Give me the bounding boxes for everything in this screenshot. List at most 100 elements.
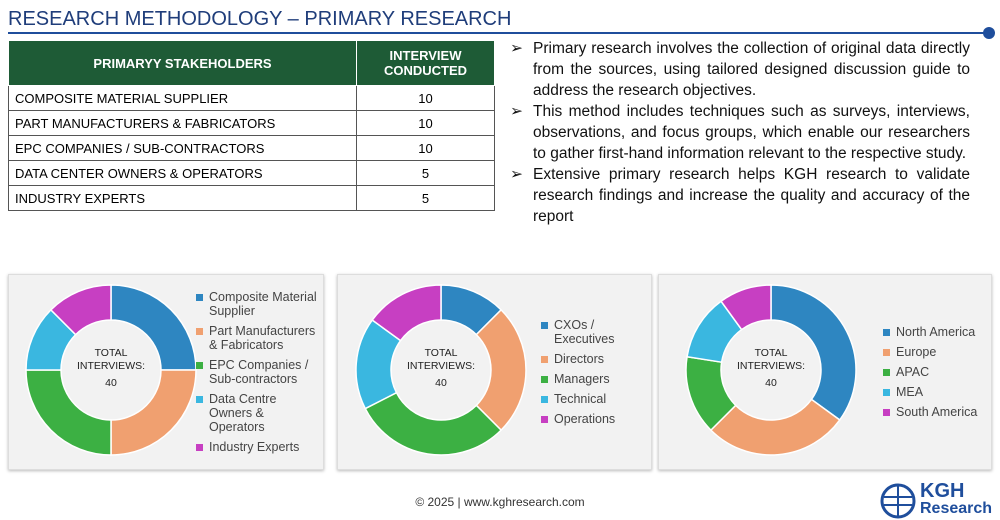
legend-swatch [883, 409, 890, 416]
legend-swatch [196, 294, 203, 301]
legend-entry: CXOs / Executives [541, 318, 646, 346]
donut-segment [371, 284, 442, 342]
chart-panel: TOTAL INTERVIEWS: 40 North America Europe APA… [658, 274, 992, 470]
logo-bottom: Research [920, 500, 993, 517]
legend-entry: EPC Companies / Sub-contractors [196, 358, 321, 386]
legend-swatch [883, 369, 890, 376]
legend: North America Europe APAC MEA South America [883, 279, 988, 465]
legend-swatch [883, 349, 890, 356]
stakeholder-cell: EPC COMPANIES / SUB-CONTRACTORS [8, 135, 357, 161]
legend-label: Managers [554, 372, 610, 386]
header-cell: INTERVIEW CONDUCTED [356, 40, 495, 86]
stakeholder-table: PRIMARYY STAKEHOLDERS INTERVIEW CONDUCTED… [8, 40, 495, 211]
stakeholder-cell: COMPOSITE MATERIAL SUPPLIER [8, 85, 357, 111]
legend-swatch [541, 356, 548, 363]
donut-segment [364, 391, 503, 456]
center-label: TOTAL [95, 347, 128, 359]
legend-swatch [883, 329, 890, 336]
title-rule [8, 27, 995, 39]
table-row: EPC COMPANIES / SUB-CONTRACTORS 10 [8, 135, 495, 161]
legend-entry: MEA [883, 385, 988, 399]
stakeholder-cell: DATA CENTER OWNERS & OPERATORS [8, 160, 357, 186]
logo-top: KGH [920, 480, 965, 502]
footer: © 2025 | www.kghresearch.com [415, 495, 585, 509]
legend-swatch [196, 328, 203, 335]
header-cell: PRIMARYY STAKEHOLDERS [8, 40, 357, 86]
bullet: Primary research involves the collection… [510, 38, 970, 101]
center-total: 40 [105, 377, 117, 389]
legend-swatch [196, 362, 203, 369]
legend: CXOs / Executives Directors Managers Techni… [541, 279, 646, 465]
legend-swatch [196, 444, 203, 451]
title: RESEARCH METHODOLOGY – PRIMARY RESEARCH [8, 8, 512, 30]
legend-swatch [883, 389, 890, 396]
legend: Composite Material Supplier Part Manufact… [196, 279, 321, 465]
legend-entry: North America [883, 325, 988, 339]
legend-label: South America [896, 405, 978, 419]
bullet: Extensive primary research helps KGH res… [510, 164, 970, 227]
count-cell: 10 [356, 135, 495, 161]
legend-swatch [541, 322, 548, 329]
legend-entry: Part Manufacturers & Fabricators [196, 324, 321, 352]
legend-entry: South America [883, 405, 988, 419]
logo-icon [880, 483, 916, 519]
legend-entry: Data Centre Owners & Operators [196, 392, 321, 434]
legend-entry: Industry Experts [196, 440, 321, 454]
donut-segment [709, 398, 841, 456]
legend-label: North America [896, 325, 976, 339]
center-label: TOTAL [755, 347, 788, 359]
legend-swatch [541, 376, 548, 383]
legend-swatch [541, 396, 548, 403]
donut-segment [110, 369, 197, 456]
table-row: INDUSTRY EXPERTS 5 [8, 185, 495, 211]
center-label: TOTAL [425, 347, 458, 359]
legend-label: Data Centre Owners & Operators [209, 392, 277, 434]
center-total: 40 [435, 377, 447, 389]
legend-label: Operations [554, 412, 616, 426]
legend-swatch [196, 396, 203, 403]
donut-segment [49, 284, 112, 336]
stakeholder-cell: INDUSTRY EXPERTS [8, 185, 357, 211]
chart-panel: TOTAL INTERVIEWS: 40 Composite Material Sup… [8, 274, 324, 470]
legend-entry: Technical [541, 392, 646, 406]
count-cell: 5 [356, 185, 495, 211]
legend-entry: Composite Material Supplier [196, 290, 321, 318]
legend-label: EPC Companies / Sub-contractors [209, 358, 309, 386]
legend-label: Directors [554, 352, 605, 366]
table-row: DATA CENTER OWNERS & OPERATORS 5 [8, 160, 495, 186]
bullet-list: Primary research involves the collection… [510, 38, 970, 227]
count-cell: 10 [356, 85, 495, 111]
legend-entry: Managers [541, 372, 646, 386]
bullet: This method includes techniques such as … [510, 101, 970, 164]
legend-entry: APAC [883, 365, 988, 379]
donut-segment [770, 284, 857, 422]
legend-entry: Operations [541, 412, 646, 426]
center-label: INTERVIEWS: [407, 360, 475, 372]
legend-label: Part Manufacturers & Fabricators [209, 324, 316, 352]
legend-label: CXOs / Executives [554, 318, 615, 346]
center-total: 40 [765, 377, 777, 389]
legend-label: Industry Experts [209, 440, 300, 454]
legend-label: Europe [896, 345, 937, 359]
donut-segment [25, 369, 112, 456]
center-label: INTERVIEWS: [77, 360, 145, 372]
count-cell: 5 [356, 160, 495, 186]
legend-label: APAC [896, 365, 930, 379]
legend-entry: Europe [883, 345, 988, 359]
legend-label: Technical [554, 392, 607, 406]
center-label: INTERVIEWS: [737, 360, 805, 372]
legend-swatch [541, 416, 548, 423]
chart-panel: TOTAL INTERVIEWS: 40 CXOs / Executives Direc… [337, 274, 652, 470]
legend-label: MEA [896, 385, 924, 399]
stakeholder-cell: PART MANUFACTURERS & FABRICATORS [8, 110, 357, 136]
legend-entry: Directors [541, 352, 646, 366]
legend-label: Composite Material Supplier [209, 290, 317, 318]
table-row: COMPOSITE MATERIAL SUPPLIER 10 [8, 85, 495, 111]
table-row: PART MANUFACTURERS & FABRICATORS 10 [8, 110, 495, 136]
count-cell: 10 [356, 110, 495, 136]
donut-segment [719, 284, 772, 331]
